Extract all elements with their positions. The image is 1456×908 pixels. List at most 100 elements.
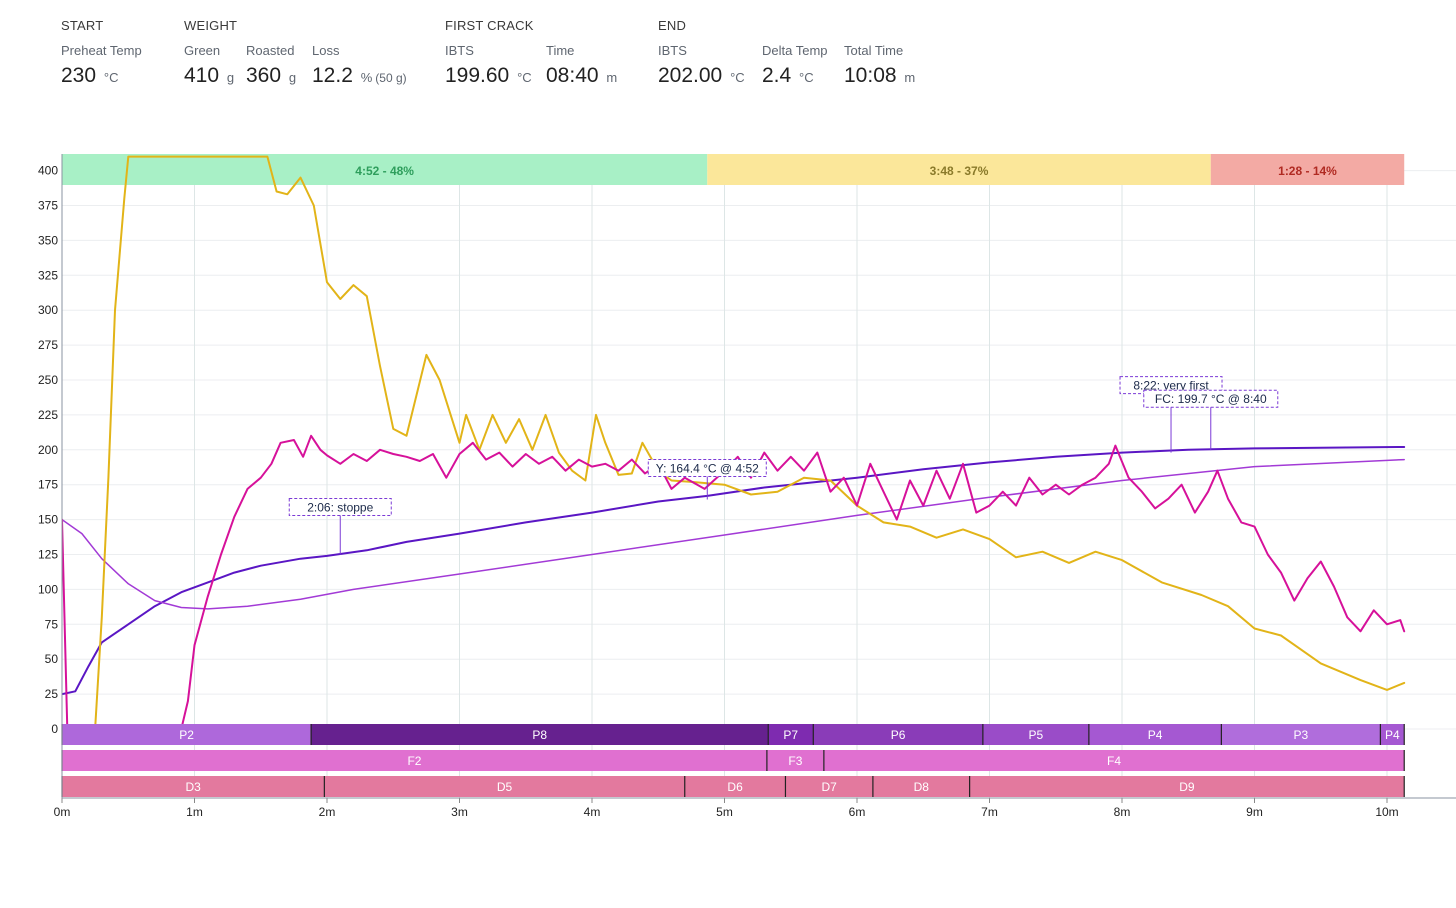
band-label: D8 (914, 780, 930, 794)
annotation-box (288, 498, 392, 516)
band-label: D7 (822, 780, 838, 794)
y-tick-label: 225 (38, 408, 58, 422)
profile-bands: P2 P8 P7 P6 P5 P4 P3 P4 F2 F3 F4 D3 D5 D6 D7 D8 D9 (61, 724, 1405, 797)
y-tick-label: 75 (45, 617, 59, 631)
stat-label: Time (546, 43, 575, 58)
band-label: D3 (186, 780, 202, 794)
stat-roasted-weight: Roasted 360 g (246, 43, 296, 88)
band-segment (766, 750, 824, 771)
band-segment (1380, 724, 1405, 745)
phase-label: 3:48 - 37% (930, 164, 989, 178)
stat-unit: °C (730, 70, 745, 85)
stat-sub: (50 g) (375, 71, 407, 85)
band-label: P4 (1385, 728, 1400, 742)
phase-label: 4:52 - 48% (355, 164, 414, 178)
stat-unit: °C (799, 70, 814, 85)
band-segment (872, 776, 970, 797)
band-label: P4 (1148, 728, 1163, 742)
y-tick-label: 325 (38, 268, 58, 282)
stat-unit: g (226, 70, 235, 85)
band-segment (62, 750, 767, 771)
band-segment (1088, 724, 1222, 745)
stat-label: Delta Temp (762, 43, 828, 58)
annotation-label: Y: 164.4 °C @ 4:52 (656, 461, 759, 475)
stat-label: Green (184, 43, 221, 58)
series-line-3 (94, 155, 1406, 730)
group-title-start: START (61, 18, 104, 33)
group-title-first-crack: FIRST CRACK (445, 18, 534, 33)
y-tick-label: 150 (38, 513, 58, 527)
x-tick-label: 1m (186, 805, 203, 819)
stat-loss: Loss 12.2 % (50 g) (312, 43, 407, 88)
stat-unit: m (904, 70, 916, 85)
annotation-box (1143, 389, 1279, 408)
band-label: P8 (532, 728, 547, 742)
annotation-box (647, 458, 767, 477)
y-tick-label: 50 (45, 652, 59, 666)
band-label: F3 (788, 754, 802, 768)
band-segment (785, 776, 873, 797)
stat-value: 202.00 (658, 64, 723, 87)
band-segment (62, 724, 312, 745)
stat-value: 08:40 (546, 64, 599, 87)
x-tick-label: 5m (716, 805, 733, 819)
stat-end-ibts: IBTS 202.00 °C (658, 43, 745, 88)
phase-bar: 4:52 - 48% 3:48 - 37% 1:28 - 14% (62, 154, 1405, 185)
band-segment (768, 724, 814, 745)
x-tick-label: 8m (1114, 805, 1131, 819)
chart-axes: 0 25 50 75 100 125 150 175 200 225 250 275 300 325 350… (38, 154, 1456, 819)
annotation-label: FC: 199.7 °C @ 8:40 (1155, 392, 1267, 406)
stat-preheat-temp: Preheat Temp 230 °C (61, 43, 142, 88)
stat-value: 360 (246, 64, 282, 87)
stat-green-weight: Green 410 g (184, 43, 234, 88)
x-tick-label: 6m (849, 805, 866, 819)
stat-value: 230 (61, 64, 97, 87)
annotation-label: 2:06: stoppe (307, 501, 373, 515)
stat-unit: g (288, 70, 297, 85)
band-label: P6 (891, 728, 906, 742)
band-segment (823, 750, 1405, 771)
stat-label: Loss (312, 43, 340, 58)
stat-label: IBTS (445, 43, 474, 58)
series-line-2 (62, 458, 1405, 610)
stat-fc-time: Time 08:40 m (546, 43, 617, 88)
band-label: F2 (407, 754, 421, 768)
phase-segment (1210, 154, 1405, 185)
band-label: P7 (783, 728, 798, 742)
stat-unit: °C (103, 70, 119, 85)
phase-label: 1:28 - 14% (1278, 164, 1337, 178)
stat-delta-temp: Delta Temp 2.4 °C (762, 43, 828, 88)
band-label: F4 (1107, 754, 1121, 768)
roast-summary: START WEIGHT FIRST CRACK END Preheat Tem… (0, 0, 1456, 110)
band-label: P3 (1294, 728, 1309, 742)
group-title-end: END (658, 18, 687, 33)
band-segment (62, 776, 325, 797)
chart-annotations: 2:06: stoppe Y: 164.4 °C @ 4:52 8:22: very… (288, 376, 1279, 555)
y-tick-label: 200 (38, 443, 58, 457)
x-tick-label: 7m (981, 805, 998, 819)
phase-segment (62, 154, 708, 185)
stat-fc-ibts: IBTS 199.60 °C (445, 43, 532, 88)
y-tick-label: 400 (38, 164, 58, 178)
band-segment (813, 724, 983, 745)
stat-label: Preheat Temp (61, 43, 142, 58)
series-line-4 (62, 434, 1406, 730)
x-tick-label: 4m (584, 805, 601, 819)
y-tick-label: 125 (38, 548, 58, 562)
band-segment (982, 724, 1089, 745)
x-tick-label: 0m (54, 805, 71, 819)
x-tick-label: 9m (1246, 805, 1263, 819)
y-tick-label: 175 (38, 478, 58, 492)
band-segment (684, 776, 786, 797)
band-segment (1221, 724, 1381, 745)
stat-label: IBTS (658, 43, 687, 58)
chart-series (62, 155, 1406, 730)
y-tick-label: 100 (38, 582, 58, 596)
phase-segment (707, 154, 1211, 185)
roast-chart[interactable]: 4:52 - 48% 3:48 - 37% 1:28 - 14% 2:06: sto… (0, 130, 1456, 830)
stat-label: Roasted (246, 43, 295, 58)
y-tick-label: 250 (38, 373, 58, 387)
y-tick-label: 25 (45, 687, 59, 701)
stat-unit: °C (517, 70, 532, 85)
stat-unit: m (606, 70, 618, 85)
